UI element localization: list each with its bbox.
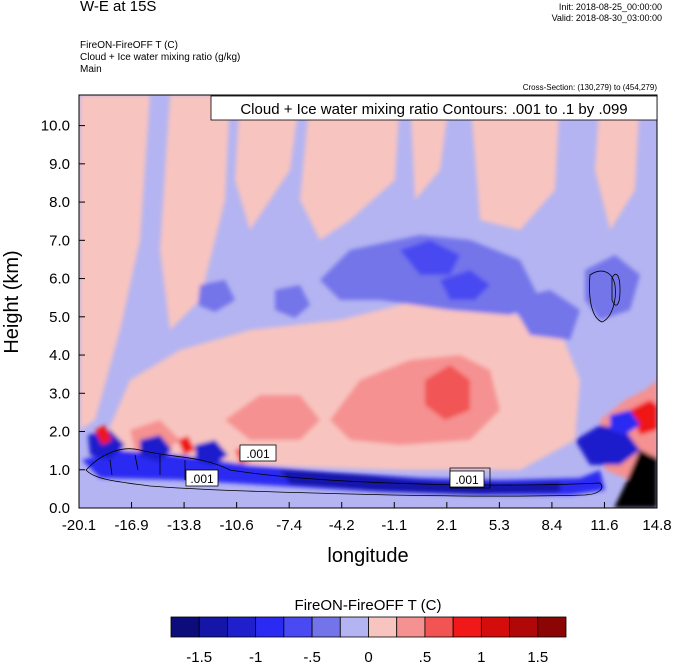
colorbar-swatch: [283, 616, 313, 638]
colorbar: [170, 616, 567, 638]
x-tick-label: -20.1: [62, 517, 96, 534]
cross-section-label: Cross-Section: (130,279) to (454,279): [522, 83, 657, 92]
x-tick-label: -4.2: [329, 517, 355, 534]
x-tick-label: 8.4: [541, 517, 562, 534]
y-axis-title: Height (km): [1, 250, 23, 353]
contour-info-label: Cloud + Ice water mixing ratio Contours:…: [240, 101, 627, 118]
x-tick-label: -16.9: [114, 517, 148, 534]
y-tick-label: 4.0: [49, 347, 70, 364]
y-tick-label: 1.0: [49, 462, 70, 479]
terrain: [614, 450, 657, 508]
colorbar-label: 1.5: [527, 649, 548, 666]
x-axis: -20.1 -16.9 -13.8 -10.6 -7.4 -4.2 -1.1 2.1 5.3 8.…: [62, 502, 672, 534]
colorbar-swatch: [368, 616, 398, 638]
y-tick-label: 9.0: [49, 156, 70, 173]
y-tick-label: 2.0: [49, 424, 70, 441]
contour-level-label: .001: [190, 472, 214, 486]
colorbar-swatch: [452, 616, 482, 638]
colorbar-label: -1.5: [186, 649, 212, 666]
contour-label-box-2: [185, 469, 219, 487]
colorbar-swatch: [509, 616, 539, 638]
colorbar-label: .5: [419, 649, 432, 666]
subtitle-fill-field: FireON-FireOFF T (C): [80, 40, 178, 51]
colorbar-swatch: [255, 616, 285, 638]
colorbar-swatch: [339, 616, 369, 638]
plot-area: .001 .001 .001: [79, 95, 657, 508]
colorbar-swatch: [537, 616, 567, 638]
colorbar-swatch: [424, 616, 454, 638]
temperature-difference-field: [80, 95, 657, 508]
y-tick-label: 10.0: [41, 118, 70, 135]
plot-title: W-E at 15S: [80, 0, 157, 15]
x-axis-title: longitude: [327, 545, 408, 567]
colorbar-swatch: [311, 616, 341, 638]
colorbar-swatch: [170, 616, 200, 638]
colorbar-label: -.5: [303, 649, 321, 666]
x-tick-label: 14.8: [642, 517, 671, 534]
colorbar-swatch: [480, 616, 510, 638]
y-tick-label: 0.0: [49, 500, 70, 517]
y-tick-label: 8.0: [49, 194, 70, 211]
x-tick-label: -1.1: [381, 517, 407, 534]
contour-level-label: .001: [246, 447, 270, 461]
y-axis: 0.0 1.0 2.0 3.0 4.0 5.0 6.0 7.0 8.0 9.0 10.0: [41, 118, 85, 517]
colorbar-swatch: [227, 616, 257, 638]
x-tick-label: 11.6: [590, 517, 618, 534]
subtitle-contour-field: Cloud + Ice water mixing ratio (g/kg): [80, 52, 241, 63]
subtitle-domain: Main: [80, 64, 102, 75]
contour-label-box-1: [239, 444, 277, 462]
x-tick-label: -13.8: [167, 517, 201, 534]
colorbar-labels: -1.5 -1 -.5 0 .5 1 1.5: [186, 649, 548, 666]
x-tick-label: 5.3: [489, 517, 510, 534]
plot-frame: [78, 94, 658, 509]
cloud-contours: [85, 270, 621, 497]
colorbar-label: 1: [477, 649, 485, 666]
colorbar-swatch: [198, 616, 228, 638]
colorbar-label: 0: [364, 649, 372, 666]
y-tick-label: 7.0: [49, 232, 70, 249]
y-tick-label: 5.0: [49, 309, 70, 326]
x-tick-label: -7.4: [276, 517, 302, 534]
colorbar-label: -1: [249, 649, 262, 666]
y-tick-label: 6.0: [49, 271, 70, 288]
contour-label-box-3: [449, 470, 485, 488]
y-tick-label: 3.0: [49, 385, 70, 402]
contour-info-box: [210, 95, 658, 121]
init-time: Init: 2018-08-25_00:00:00: [558, 2, 662, 12]
contour-level-label: .001: [455, 473, 479, 487]
x-tick-label: -10.6: [220, 517, 254, 534]
colorbar-title: FireON-FireOFF T (C): [295, 597, 442, 614]
valid-time: Valid: 2018-08-30_03:00:00: [551, 13, 662, 23]
x-tick-label: 2.1: [436, 517, 457, 534]
colorbar-swatch: [396, 616, 426, 638]
